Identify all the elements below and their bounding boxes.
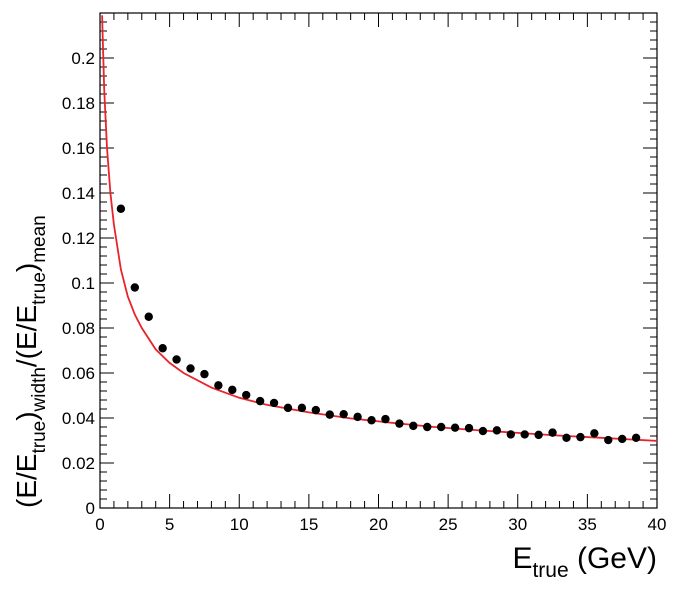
data-point [576,432,585,442]
data-point [325,410,334,419]
x-tick-label: 40 [648,515,667,534]
x-tick-label: 0 [95,515,104,534]
x-tick-label: 5 [165,515,174,534]
x-tick-label: 35 [578,515,597,534]
y-tick-label: 0.02 [62,454,95,473]
x-tick-label: 20 [369,515,388,534]
data-point [186,364,195,373]
data-point [214,381,223,390]
data-point [478,426,488,436]
x-tick-label: 10 [230,515,249,534]
plot-frame [99,12,658,509]
y-axis-tick-labels: 0 0.02 0.04 0.06 0.08 0.1 0.12 0.14 0.16 0.18 0.2 [62,49,95,518]
data-point [381,414,390,424]
data-point [172,355,181,364]
data-point [297,403,307,413]
data-point [492,426,502,435]
y-tick-label: 0.06 [62,364,95,383]
y-tick-label: 0 [86,499,95,518]
data-point [520,430,529,439]
data-point [367,416,376,425]
y-axis-title: (E/Etrue)width/(E/Etrue)mean [11,215,50,508]
data-point [339,409,348,419]
y-tick-label: 0.18 [62,94,95,113]
data-points [116,204,641,445]
y-tick-label: 0.08 [62,319,95,338]
data-point [506,430,515,439]
data-point [283,403,293,413]
data-point [562,433,571,442]
x-tick-label: 30 [508,515,527,534]
data-point [450,423,460,432]
y-tick-label: 0.1 [71,274,95,293]
data-point [116,204,126,213]
y-tick-label: 0.14 [62,184,95,203]
data-point [548,428,557,437]
data-point [228,385,237,395]
x-axis-tick-labels: 0 5 10 15 20 25 30 35 40 [95,515,666,534]
data-point [144,312,153,321]
data-point [242,390,251,400]
data-point [617,434,627,444]
data-point [269,398,279,408]
data-point [353,412,362,422]
y-tick-label: 0.16 [62,139,95,158]
data-point [158,344,167,353]
data-point [255,396,265,406]
data-point [604,435,613,445]
data-point [423,422,432,432]
data-point [409,421,418,431]
x-axis-title: Etrue (GeV) [512,542,657,582]
x-axis-ticks [99,13,658,508]
data-point [311,405,321,415]
data-point [395,419,404,428]
x-tick-label: 15 [299,515,318,534]
y-tick-label: 0.12 [62,229,95,248]
data-point [631,433,641,442]
data-point [130,283,140,292]
x-tick-label: 25 [439,515,458,534]
data-point [464,423,474,433]
y-axis-ticks [100,12,657,509]
data-point [436,422,446,432]
data-point [534,430,543,440]
y-tick-label: 0.2 [71,49,95,68]
data-point [200,369,209,379]
fit-curve [101,15,658,442]
y-tick-label: 0.04 [62,409,95,428]
data-point [590,429,599,438]
